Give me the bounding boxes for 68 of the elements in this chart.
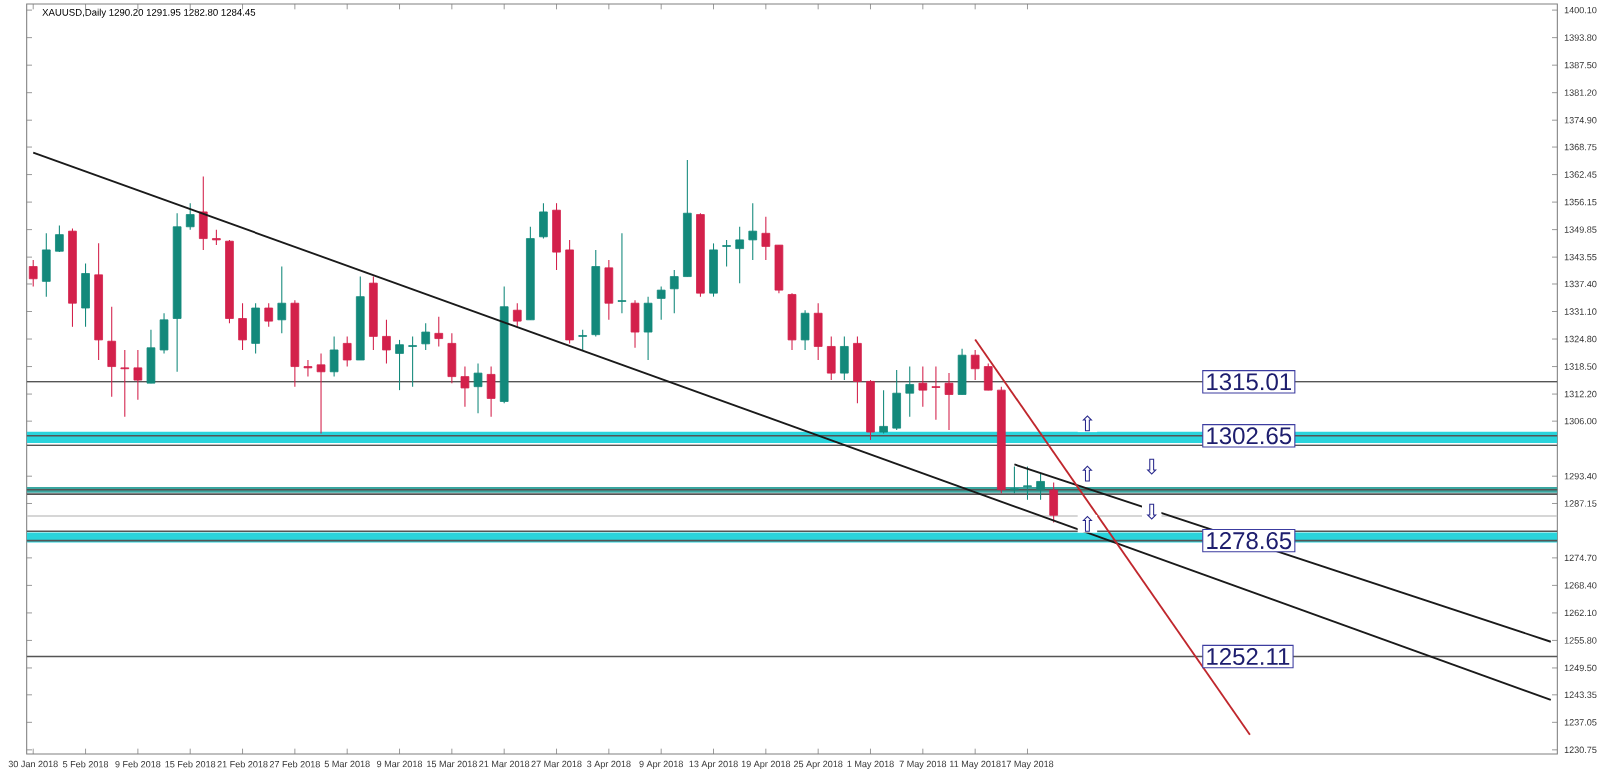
candlestick	[643, 296, 653, 361]
candlestick	[198, 176, 208, 251]
candlestick	[761, 216, 771, 261]
annotation: ⇧	[1082, 415, 1093, 432]
candlestick	[251, 302, 260, 354]
candlestick	[539, 202, 548, 240]
annotation: ⇩	[1146, 503, 1157, 520]
candlestick	[55, 224, 64, 253]
candlestick	[918, 366, 928, 408]
candlestick	[486, 366, 496, 418]
candlestick	[813, 302, 823, 361]
candlestick	[329, 335, 339, 378]
candlestick	[120, 349, 130, 418]
candlestick	[552, 202, 561, 271]
candlestick	[382, 319, 391, 365]
candlestick	[931, 366, 941, 421]
candlestick	[395, 339, 404, 391]
candlestick	[709, 242, 718, 298]
candlestick	[656, 286, 666, 321]
candlestick	[133, 349, 143, 401]
candlestick	[774, 244, 784, 294]
candlestick	[264, 302, 274, 328]
candlestick	[512, 302, 522, 328]
candlestick	[107, 306, 117, 398]
candlestick	[970, 349, 980, 381]
candlestick	[1036, 472, 1045, 501]
candlestick	[669, 269, 679, 314]
candlestick	[853, 335, 862, 404]
candlestick	[238, 302, 247, 351]
candlestick	[473, 362, 483, 414]
candlestick	[748, 202, 758, 261]
candlestick	[892, 369, 901, 431]
candlestick	[840, 335, 849, 381]
candlestick	[408, 335, 417, 388]
annotation: ⇧	[1082, 465, 1093, 482]
annotation: ⇧	[1082, 515, 1093, 532]
ref-line-label: 1302.65	[1207, 427, 1292, 445]
candlestick	[1049, 481, 1058, 524]
candlestick	[957, 348, 967, 396]
candlestick	[277, 265, 287, 334]
ref-line-label: 1315.01	[1207, 373, 1291, 391]
candlestick	[460, 366, 470, 408]
candlestick	[41, 232, 51, 298]
candlestick	[800, 309, 810, 351]
annotation: ⇩	[1146, 458, 1157, 475]
ref-line-label: 1278.65	[1207, 532, 1292, 550]
candlestick	[630, 299, 640, 349]
candlestick	[735, 226, 744, 284]
ref-line-label: 1252.11	[1207, 648, 1290, 666]
candlestick	[447, 332, 457, 384]
candlestick	[944, 372, 954, 431]
candlestick	[185, 202, 195, 231]
candlestick	[342, 335, 352, 368]
candlestick	[983, 362, 993, 391]
candlestick	[604, 259, 614, 321]
candlestick	[434, 316, 444, 347]
candlestick	[1010, 466, 1019, 494]
candlestick	[617, 232, 627, 314]
candlestick	[1023, 466, 1032, 501]
candlestick	[787, 292, 797, 351]
candlestick	[421, 322, 431, 351]
candlestick	[722, 239, 731, 268]
candlestick	[28, 259, 38, 288]
candlestick	[826, 335, 836, 381]
candlestick	[879, 389, 888, 434]
candlestick	[578, 329, 588, 351]
candlestick	[905, 366, 915, 418]
candlestick	[81, 262, 90, 328]
